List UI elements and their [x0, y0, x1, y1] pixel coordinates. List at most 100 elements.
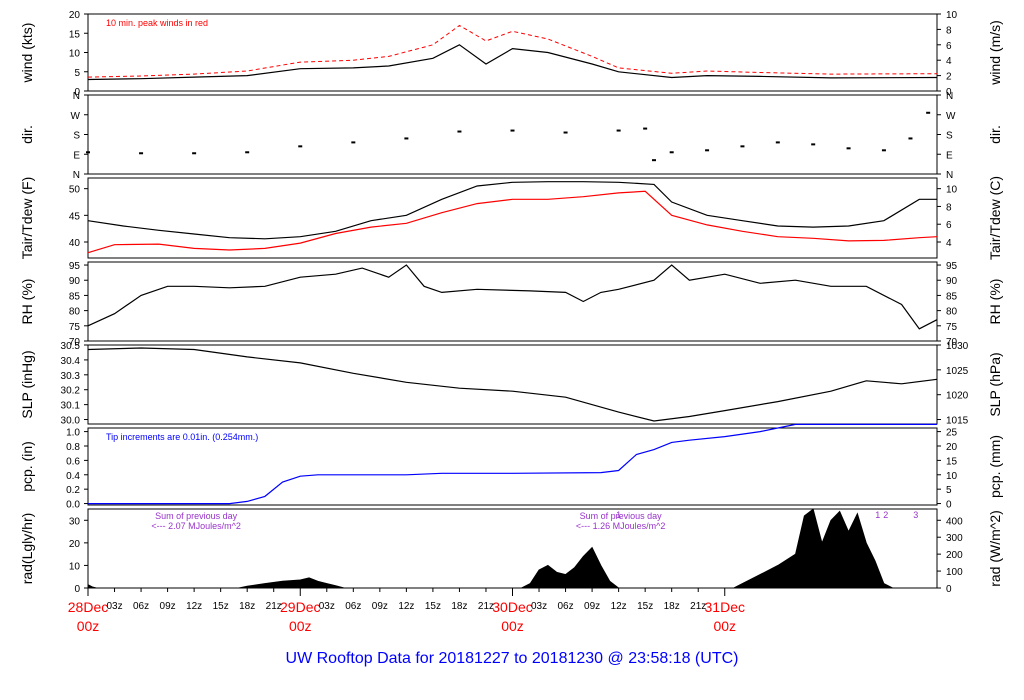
x-tick-label: 09z [584, 601, 600, 612]
x-tick-label: 03z [106, 601, 122, 612]
y-tick-label-right-wind: 4 [946, 56, 952, 67]
series-point-dir [811, 143, 816, 146]
y-tick-label-right-rad: 100 [946, 567, 963, 578]
y-tick-label-right-rh: 90 [946, 276, 958, 287]
series-point-dir [563, 131, 568, 134]
series-point-dir [192, 152, 197, 155]
y-tick-label-dir: N [73, 170, 80, 181]
figure-title: UW Rooftop Data for 20181227 to 20181230… [285, 650, 739, 667]
y-axis-label-right-pcp: pcp. (mm) [987, 435, 1003, 498]
y-tick-label-temp: 45 [69, 211, 81, 222]
y-tick-label-right-dir: N [946, 170, 953, 181]
y-axis-label-right-rad: rad (W/m^2) [987, 510, 1003, 587]
series-area-rad [87, 508, 937, 589]
series-point-dir [404, 137, 409, 140]
y-tick-label-rh: 90 [69, 276, 81, 287]
series-point-dir [351, 141, 356, 144]
y-tick-label-dir: E [73, 150, 80, 161]
y-tick-label-right-rh: 70 [946, 337, 958, 348]
y-tick-label-right-pcp: 20 [946, 442, 958, 453]
y-tick-label-rad: 10 [69, 561, 81, 572]
annotation-wind: 10 min. peak winds in red [106, 18, 208, 28]
y-tick-label-dir: W [71, 111, 81, 122]
y-tick-label-rh: 95 [69, 261, 81, 272]
series-line-rh-0 [87, 264, 938, 330]
y-axis-label-rad: rad(Lgly/hr) [19, 513, 35, 585]
x-tick-label: 21z [690, 601, 706, 612]
y-tick-label-rad: 0 [74, 584, 80, 595]
y-tick-label-right-slp: 1025 [946, 366, 969, 377]
series-point-dir [86, 151, 90, 154]
annotation-line1-rad: Sum of previous day [580, 511, 663, 521]
y-tick-label-right-rad: 400 [946, 516, 963, 527]
y-tick-label-temp: 50 [69, 185, 81, 196]
x-tick-label-date: 31Dec [705, 599, 745, 615]
x-tick-label-sub: 00z [501, 618, 524, 634]
series-point-dir [457, 130, 462, 133]
y-tick-label-pcp: 0.2 [66, 485, 80, 496]
y-axis-label-wind: wind (kts) [19, 23, 35, 84]
x-tick-label: 03z [531, 601, 547, 612]
x-tick-label-date: 30Dec [492, 599, 532, 615]
y-tick-label-right-temp: 6 [946, 220, 952, 231]
x-tick-label: 21z [478, 601, 494, 612]
y-tick-label-pcp: 1.0 [66, 428, 80, 439]
y-tick-label-right-dir: E [946, 150, 953, 161]
series-point-dir [139, 152, 144, 155]
x-tick-label: 03z [319, 601, 335, 612]
series-point-dir [740, 145, 745, 148]
y-tick-label-slp: 30.5 [61, 341, 81, 352]
x-tick-label: 06z [345, 601, 361, 612]
series-point-dir [846, 147, 851, 150]
series-point-dir [652, 159, 656, 162]
series-line-wind-0 [87, 44, 938, 81]
y-axis-label-right-temp: Tair/Tdew (C) [987, 176, 1003, 260]
series-line-slp-0 [87, 347, 938, 422]
y-axis-label-right-slp: SLP (hPa) [987, 352, 1003, 416]
x-tick-label: 12z [398, 601, 414, 612]
series-point-dir [775, 141, 780, 144]
y-tick-label-rh: 85 [69, 291, 81, 302]
top-marker-rad: 3 [913, 510, 918, 520]
annotation-line2-rad: <--- 1.26 MJoules/m^2 [576, 521, 666, 531]
x-tick-label: 18z [451, 601, 467, 612]
x-tick-label-sub: 00z [713, 618, 736, 634]
x-tick-label: 09z [372, 601, 388, 612]
y-tick-label-slp: 30.0 [61, 416, 81, 427]
y-axis-label-rh: RH (%) [19, 279, 35, 325]
y-tick-label-wind: 20 [69, 10, 81, 21]
x-tick-label: 15z [213, 601, 229, 612]
y-tick-label-wind: 0 [74, 87, 80, 98]
y-tick-label-right-rad: 200 [946, 550, 963, 561]
y-tick-label-right-dir: W [946, 111, 956, 122]
y-tick-label-right-rh: 80 [946, 307, 958, 318]
y-tick-label-right-wind: 0 [946, 87, 952, 98]
series-point-dir [298, 145, 303, 148]
y-tick-label-wind: 5 [74, 68, 80, 79]
y-tick-label-right-wind: 10 [946, 10, 958, 21]
y-tick-label-wind: 15 [69, 29, 81, 40]
y-tick-label-right-dir: S [946, 131, 953, 142]
series-line-wind-1 [87, 24, 938, 78]
y-tick-label-slp: 30.3 [61, 371, 81, 382]
series-line-temp-1 [87, 190, 938, 254]
x-tick-label-sub: 00z [289, 618, 312, 634]
y-tick-label-rad: 30 [69, 516, 81, 527]
x-tick-label: 18z [239, 601, 255, 612]
y-tick-label-right-rh: 85 [946, 291, 958, 302]
y-tick-label-right-slp: 1030 [946, 341, 969, 352]
y-tick-label-pcp: 0.6 [66, 456, 80, 467]
x-tick-label: 09z [160, 601, 176, 612]
y-axis-label-right-wind: wind (m/s) [987, 20, 1003, 86]
y-tick-label-right-pcp: 15 [946, 456, 958, 467]
series-line-pcp-0 [88, 423, 937, 505]
y-tick-label-right-rad: 0 [946, 584, 952, 595]
y-tick-label-pcp: 0.4 [66, 471, 80, 482]
y-tick-label-rh: 70 [69, 337, 81, 348]
y-tick-label-right-temp: 10 [946, 185, 958, 196]
x-tick-label: 12z [186, 601, 202, 612]
y-axis-label-slp: SLP (inHg) [19, 350, 35, 418]
x-tick-label-date: 28Dec [68, 599, 108, 615]
panel-frame-dir [87, 94, 938, 175]
